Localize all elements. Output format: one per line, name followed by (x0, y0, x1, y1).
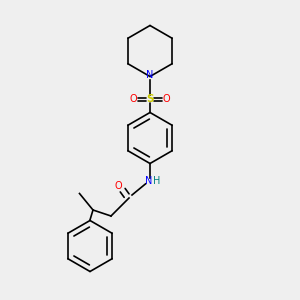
Text: O: O (130, 94, 137, 104)
Text: N: N (145, 176, 152, 187)
Text: H: H (153, 176, 160, 187)
Text: O: O (115, 181, 122, 191)
Text: N: N (146, 70, 154, 80)
Text: O: O (163, 94, 170, 104)
Text: S: S (146, 94, 154, 104)
